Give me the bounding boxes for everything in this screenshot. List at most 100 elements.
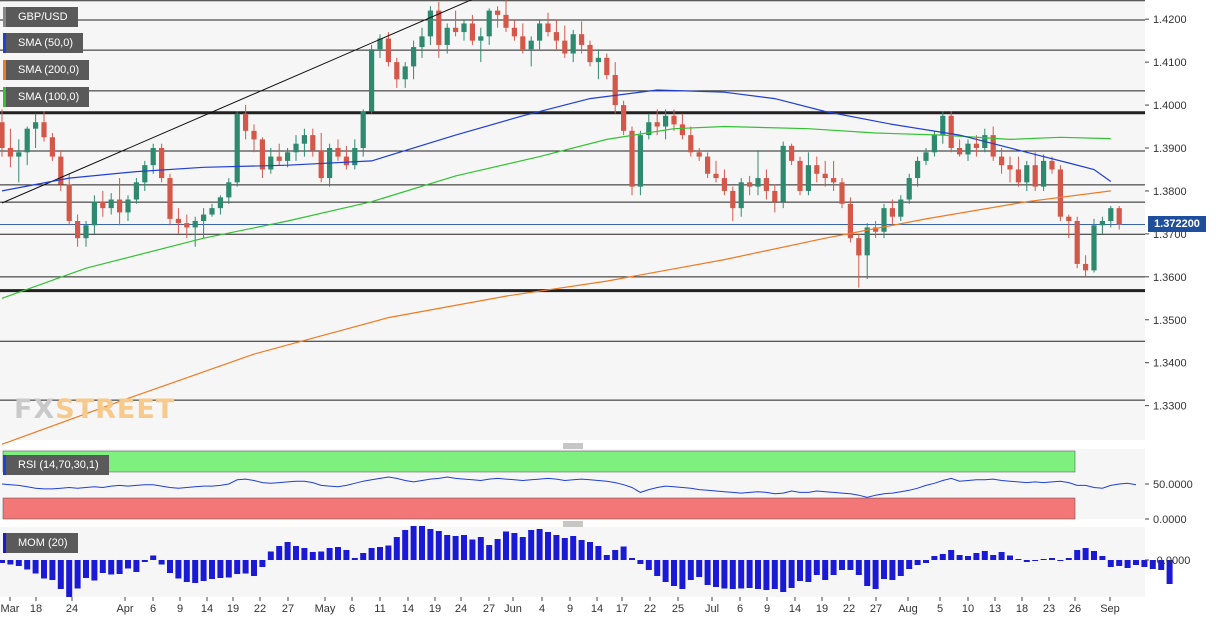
bear-candle (831, 178, 837, 183)
mom-bar (956, 555, 963, 560)
date-tick-label: 4 (539, 603, 545, 615)
bear-candle (772, 190, 778, 202)
pane-resize-handles[interactable] (563, 443, 583, 527)
instrument-label: GBP/USD (18, 11, 68, 23)
date-tick-label: 27 (870, 603, 882, 615)
mom-bar (822, 560, 829, 580)
mom-bar (360, 553, 367, 560)
rsi-legend[interactable]: RSI (14,70,30,1) (3, 455, 109, 475)
bear-candle (251, 130, 257, 140)
mom-legend[interactable]: MOM (20) (3, 533, 78, 553)
bear-candle (1074, 221, 1080, 264)
bull-candle (133, 182, 139, 200)
bull-candle (369, 49, 375, 112)
price-tick-label: 1.4200 (1153, 14, 1187, 26)
bull-candle (1091, 225, 1097, 271)
watermark-fx: FX (14, 394, 56, 425)
mom-bar (612, 550, 619, 560)
date-tick-label: 14 (789, 603, 801, 615)
bear-candle (310, 135, 316, 151)
price-tick-label: 1.3500 (1153, 315, 1187, 327)
date-tick-label: 27 (282, 603, 294, 615)
mom-bar (1023, 560, 1030, 562)
bull-candle (16, 152, 22, 157)
main-background (0, 2, 1145, 440)
mom-bar (141, 560, 148, 562)
mom-bar (721, 560, 728, 589)
bull-candle (931, 135, 937, 153)
mom-bar (704, 560, 711, 585)
mom-bar (645, 560, 652, 570)
bear-candle (688, 135, 694, 153)
mom-bar (183, 560, 190, 582)
bear-candle (167, 178, 173, 219)
date-tick-label: Jun (504, 603, 522, 615)
bear-candle (705, 156, 711, 174)
bull-candle (360, 111, 366, 148)
date-tick-label: 14 (201, 603, 213, 615)
mom-bar (679, 560, 686, 589)
mom-bar (175, 560, 182, 579)
bull-candle (285, 152, 291, 161)
bear-candle (721, 178, 727, 191)
instrument-legend[interactable]: GBP/USD (3, 7, 78, 27)
sma200-legend[interactable]: SMA (200,0) (3, 60, 90, 80)
bear-candle (159, 148, 165, 179)
mom-bar (427, 529, 434, 560)
bear-candle (520, 36, 526, 50)
mom-bar (830, 560, 837, 575)
mom-bar (251, 560, 257, 576)
bull-candle (646, 122, 652, 136)
bull-candle (965, 143, 971, 155)
bull-candle (755, 178, 761, 187)
mom-bar (696, 560, 703, 577)
bear-candle (503, 14, 509, 28)
bear-candle (1057, 169, 1063, 217)
mom-bar (553, 535, 560, 560)
date-tick-label: 13 (989, 603, 1001, 615)
sma100-label: SMA (100,0) (18, 91, 80, 103)
bear-candle (453, 27, 459, 33)
sma100-legend[interactable]: SMA (100,0) (3, 87, 90, 107)
bear-candle (621, 105, 627, 131)
price-tick-label: 1.3900 (1153, 143, 1187, 155)
mom-bar (1040, 559, 1047, 560)
bear-candle (629, 130, 635, 187)
bear-candle (730, 190, 736, 209)
bear-candle (7, 148, 13, 157)
mom-bar (259, 560, 266, 567)
mom-bar (234, 560, 241, 574)
sma200-line (1, 190, 1111, 445)
mom-bar (881, 560, 887, 579)
rsi-pane: 50.0000 0.0000 (0, 449, 1193, 526)
mom-bar (99, 560, 106, 573)
date-tick-label: 23 (1043, 603, 1055, 615)
mom-bar (1015, 559, 1022, 560)
mom-bar (133, 560, 140, 572)
mom-bar (771, 560, 778, 589)
bear-candle (1032, 165, 1038, 187)
bull-candle (125, 199, 131, 213)
sma50-legend[interactable]: SMA (50,0) (3, 33, 84, 53)
mom-bar (755, 560, 761, 589)
bear-candle (49, 137, 55, 157)
bear-candle (990, 135, 996, 157)
mom-bar (150, 555, 157, 560)
bear-candle (0, 122, 5, 148)
bull-candle (898, 199, 904, 217)
mom-bar (1107, 560, 1114, 567)
bull-candle (1024, 165, 1030, 183)
mom-bar (965, 556, 971, 560)
mom-bar (410, 526, 417, 560)
bull-candle (537, 23, 543, 41)
mom-bar (603, 555, 610, 560)
bull-candle (377, 38, 383, 50)
mom-bar (536, 529, 543, 560)
mom-bar (343, 550, 350, 560)
bull-candle (402, 66, 408, 80)
mom-bar (729, 560, 736, 589)
mom-bar (897, 560, 904, 576)
mom-bar (763, 560, 770, 590)
bull-candle (427, 10, 433, 37)
mom-bar (847, 560, 854, 570)
